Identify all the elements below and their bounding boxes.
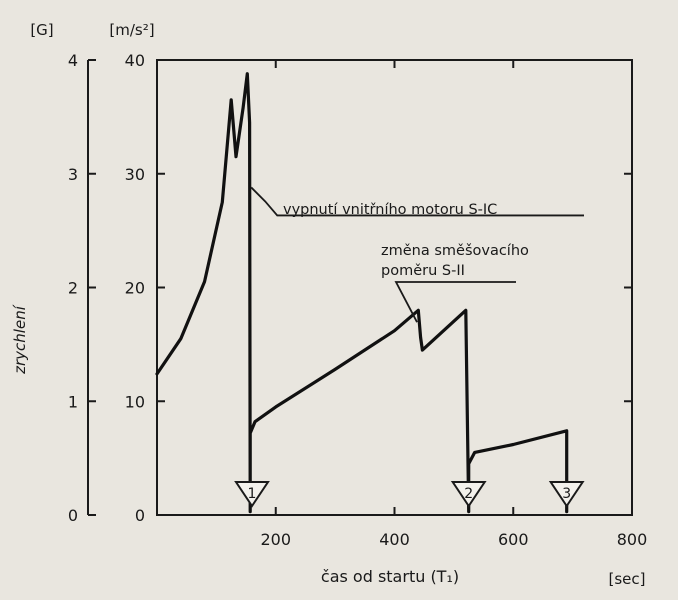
data-point bbox=[467, 510, 470, 513]
x-tick-label: 400 bbox=[379, 530, 410, 549]
x-tick-label: 800 bbox=[617, 530, 648, 549]
series-line bbox=[155, 72, 569, 514]
stage-marker bbox=[234, 481, 270, 508]
y-tick-label: 30 bbox=[125, 165, 145, 184]
g-tick-label: 1 bbox=[68, 392, 78, 411]
data-point bbox=[179, 337, 182, 340]
annotation-leader bbox=[394, 281, 516, 323]
data-point bbox=[274, 406, 277, 408]
data-point bbox=[565, 430, 568, 432]
annotation-text: poměru S-II bbox=[381, 263, 465, 279]
y-tick-label: 40 bbox=[125, 51, 145, 70]
g-unit-label: [G] bbox=[30, 21, 53, 39]
annotation-text: vypnutí vnitřního motoru S-IC bbox=[283, 202, 497, 218]
g-tick-label: 4 bbox=[68, 51, 78, 70]
data-point bbox=[421, 349, 424, 351]
annotation-leader bbox=[250, 186, 584, 217]
data-point bbox=[467, 463, 470, 465]
data-point bbox=[156, 373, 158, 375]
y-tick-label: 0 bbox=[135, 506, 145, 525]
y-tick-label: 10 bbox=[125, 392, 145, 411]
annotation-text: změna směšovacího bbox=[381, 243, 529, 259]
data-point bbox=[249, 432, 252, 434]
annotation-layer: vypnutí vnitřního motoru S-IC změna směšo… bbox=[250, 186, 584, 323]
x-tick-label: 200 bbox=[260, 530, 291, 549]
x-unit-label: [sec] bbox=[609, 570, 646, 588]
data-point bbox=[334, 368, 336, 371]
data-point bbox=[419, 336, 422, 339]
y-axis-label: zrychlení bbox=[11, 304, 29, 375]
stage-marker bbox=[450, 481, 487, 508]
data-point bbox=[246, 72, 249, 75]
data-point bbox=[512, 443, 515, 446]
data-point bbox=[249, 510, 252, 513]
x-tick-label: 600 bbox=[498, 530, 529, 549]
stage-marker-label: 1 bbox=[248, 486, 257, 502]
data-point bbox=[221, 201, 224, 203]
x-axis-label: čas od startu (T₁) bbox=[321, 567, 459, 586]
stage-marker-label: 3 bbox=[562, 486, 571, 502]
g-tick-label: 2 bbox=[68, 279, 78, 298]
data-point bbox=[235, 155, 237, 158]
marker-layer: 1 2 3 bbox=[234, 481, 585, 508]
data-point bbox=[473, 451, 476, 454]
series-layer bbox=[155, 72, 569, 514]
g-tick-label: 0 bbox=[68, 506, 78, 525]
g-tick-label: 3 bbox=[68, 165, 78, 184]
ms2-unit-label: [m/s²] bbox=[109, 21, 154, 39]
data-point bbox=[393, 329, 396, 332]
stage-marker bbox=[548, 481, 585, 508]
data-point bbox=[203, 281, 206, 283]
data-point bbox=[417, 309, 420, 312]
data-point bbox=[464, 309, 467, 312]
y-tick-label: 20 bbox=[125, 279, 145, 298]
data-point bbox=[242, 106, 244, 109]
data-point bbox=[565, 510, 568, 513]
data-point bbox=[254, 420, 256, 423]
stage-marker-label: 2 bbox=[464, 486, 473, 502]
data-point bbox=[230, 99, 233, 101]
data-point bbox=[248, 121, 251, 124]
